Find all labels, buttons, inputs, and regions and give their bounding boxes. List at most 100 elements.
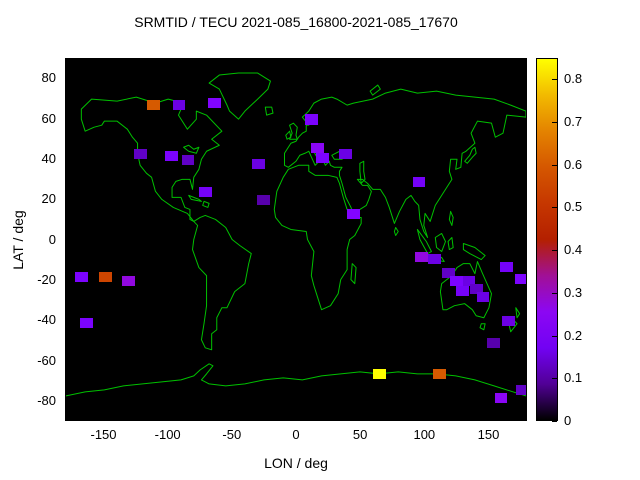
heatmap-cell — [316, 152, 330, 163]
heatmap-cell — [181, 154, 195, 165]
heatmap-cell — [499, 261, 513, 272]
heatmap-cell — [456, 285, 469, 296]
x-tick-label: 50 — [352, 427, 368, 442]
heatmap-cell — [494, 392, 508, 403]
heatmap-cell — [339, 148, 353, 159]
colorbar-tick-label: 0.8 — [564, 71, 583, 87]
colorbar-tick-mark — [552, 79, 557, 81]
heatmap-cell — [164, 150, 178, 161]
x-tick-label: -100 — [154, 427, 181, 442]
heatmap-cell — [74, 271, 88, 282]
x-tick-label: 150 — [477, 427, 500, 442]
colorbar-tick-label: 0.2 — [564, 327, 583, 343]
heatmap-cell — [412, 176, 426, 188]
y-tick-label: -20 — [37, 271, 56, 287]
coastline-novaya-zemlya — [370, 85, 380, 95]
coastline-eurasia — [285, 89, 527, 237]
colorbar-tick-mark — [552, 421, 557, 422]
colorbar-tick-mark — [552, 378, 557, 380]
coastline-sulawesi — [448, 237, 453, 249]
heatmap-cell — [372, 368, 386, 379]
heatmap-cell — [515, 273, 526, 284]
heatmap-cell — [427, 253, 441, 264]
coastline-ireland — [286, 131, 291, 139]
heatmap-cell — [502, 316, 516, 327]
heatmap-cell — [257, 195, 271, 206]
coastline-sumatra — [417, 229, 431, 253]
y-tick-label: 20 — [41, 191, 56, 207]
heatmap-cell — [415, 251, 428, 262]
coastline-tasmania — [480, 324, 485, 330]
heatmap-cell — [99, 271, 113, 282]
heatmap-cell — [347, 209, 360, 220]
heatmap-cell — [311, 142, 324, 153]
colorbar-tick-mark — [552, 250, 557, 252]
heatmap-cell — [486, 338, 500, 349]
y-tick-label: -80 — [37, 392, 56, 408]
coastline-africa — [274, 165, 361, 309]
coastline-borneo — [435, 233, 445, 251]
colorbar — [536, 58, 558, 421]
coastline-cuba — [189, 195, 202, 201]
coastline-britain — [290, 123, 298, 139]
colorbar-tick-label: 0.5 — [564, 199, 583, 215]
coastline-iceland — [265, 107, 273, 115]
colorbar-tick-label: 0.3 — [564, 284, 583, 300]
coastline-new-guinea — [463, 244, 485, 260]
map-plot-area — [65, 58, 527, 421]
coastline-madagascar — [351, 264, 356, 284]
y-tick-label: -60 — [37, 352, 56, 368]
heatmap-cell — [252, 158, 265, 169]
heatmap-cell — [134, 148, 147, 159]
colorbar-tick-label: 0.7 — [564, 114, 583, 130]
heatmap-cell — [146, 100, 160, 111]
coastline-australia — [440, 262, 491, 318]
coastline-philippines — [449, 211, 453, 225]
x-tick-label: 100 — [413, 427, 436, 442]
colorbar-tick-mark — [552, 122, 557, 124]
world-coastlines-map — [66, 59, 526, 420]
heatmap-cell — [80, 318, 93, 329]
y-tick-label: 40 — [41, 150, 56, 166]
coastline-great-lakes — [184, 145, 199, 153]
heatmap-cell — [442, 267, 455, 278]
colorbar-tick-mark — [552, 292, 557, 294]
coastline-greenland — [209, 73, 270, 119]
heatmap-cell — [470, 283, 484, 294]
coastline-hispaniola — [203, 201, 209, 207]
y-tick-label: 80 — [41, 70, 56, 86]
coastline-antarctica — [66, 364, 526, 396]
heatmap-cell — [516, 384, 526, 395]
coastline-north-america — [81, 97, 222, 221]
x-tick-label: -50 — [222, 427, 242, 442]
x-tick-label: -150 — [90, 427, 117, 442]
colorbar-tick-mark — [552, 335, 557, 337]
coastline-sri-lanka — [394, 227, 398, 235]
coastline-south-america — [193, 215, 252, 349]
y-tick-label: 0 — [48, 231, 56, 247]
colorbar-tick-label: 0.4 — [564, 242, 583, 258]
coastline-caspian-sea — [360, 161, 365, 183]
y-tick-label: -40 — [37, 312, 56, 328]
colorbar-tick-mark — [552, 164, 557, 166]
heatmap-cell — [476, 291, 490, 302]
heatmap-cell — [433, 368, 446, 379]
coastline-japan — [465, 147, 477, 163]
heatmap-cell — [122, 275, 136, 286]
colorbar-tick-mark — [552, 207, 557, 209]
heatmap-cell — [304, 114, 318, 125]
x-tick-label: 0 — [292, 427, 300, 442]
heatmap-cell — [462, 275, 476, 286]
colorbar-tick-label: 0.1 — [564, 370, 583, 386]
coastline-new-zealand-north — [516, 308, 520, 318]
plot-title: SRMTID / TECU 2021-085_16800-2021-085_17… — [134, 14, 458, 30]
heatmap-cell — [172, 100, 186, 111]
colorbar-tick-label: 0 — [564, 413, 572, 428]
heatmap-cell — [449, 275, 463, 286]
heatmap-cell — [208, 98, 222, 109]
heatmap-cell — [199, 187, 213, 198]
colorbar-tick-label: 0.6 — [564, 156, 583, 172]
x-axis-label: LON / deg — [264, 455, 328, 471]
y-tick-label: 60 — [41, 110, 56, 126]
